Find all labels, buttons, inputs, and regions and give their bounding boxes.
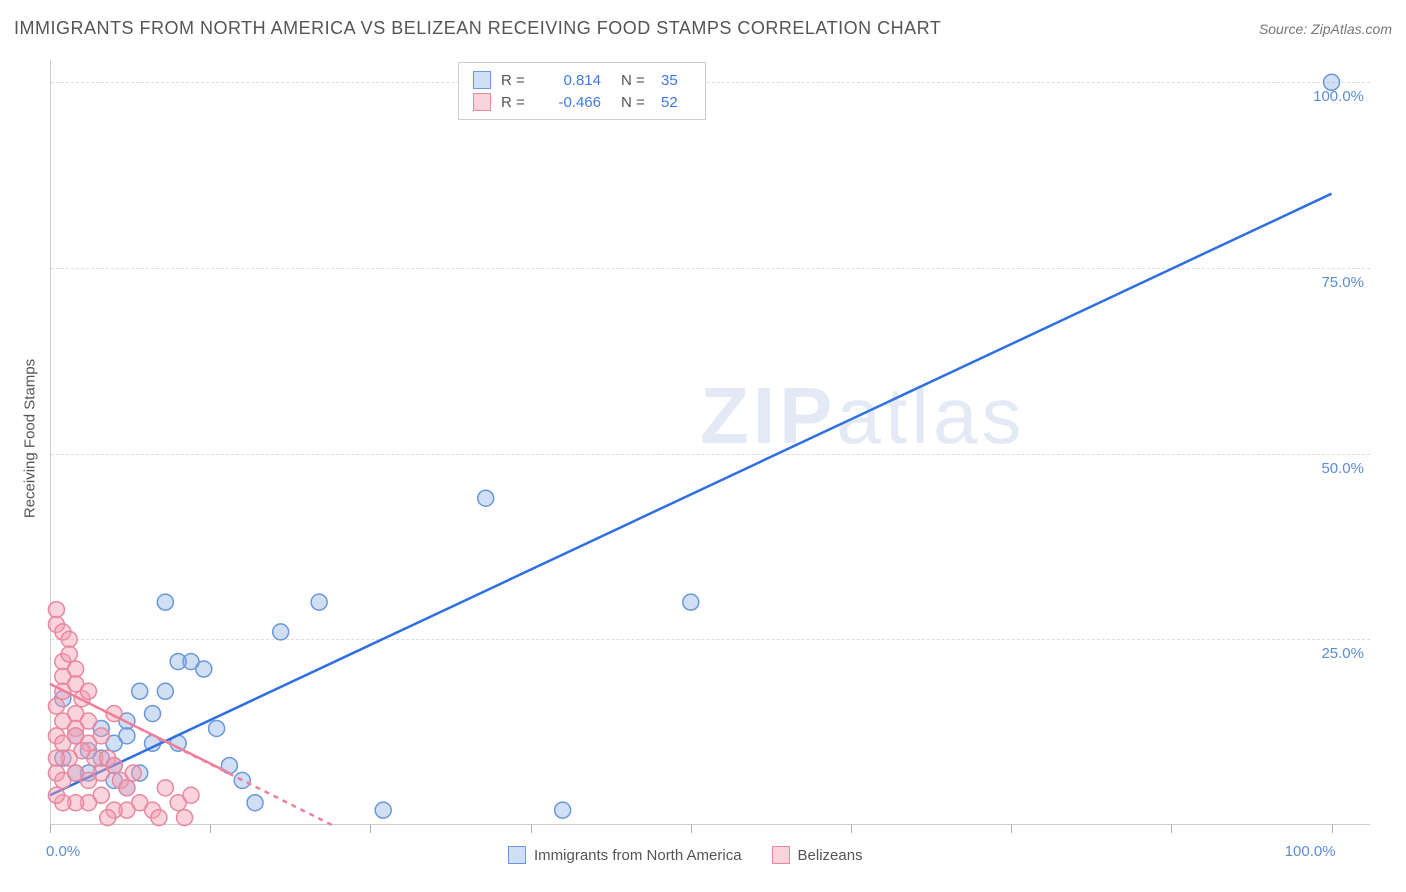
gridline	[51, 268, 1370, 269]
legend-r-label: R =	[501, 72, 531, 89]
legend-n-value: 35	[661, 72, 691, 89]
legend-n-label: N =	[621, 94, 651, 111]
x-tick	[370, 825, 371, 833]
legend-swatch	[473, 93, 491, 111]
x-tick	[691, 825, 692, 833]
series-legend-item: Immigrants from North America	[508, 846, 742, 864]
y-tick-label: 75.0%	[1321, 274, 1364, 291]
legend-n-value: 52	[661, 94, 691, 111]
legend-r-value: 0.814	[541, 72, 601, 89]
correlation-legend: R = 0.814 N = 35 R = -0.466 N = 52	[458, 62, 706, 120]
legend-row: R = -0.466 N = 52	[473, 91, 691, 113]
legend-swatch	[772, 846, 790, 864]
x-tick	[50, 825, 51, 833]
legend-row: R = 0.814 N = 35	[473, 69, 691, 91]
y-tick-label: 100.0%	[1313, 88, 1364, 105]
x-tick-label: 0.0%	[46, 843, 80, 860]
x-tick	[210, 825, 211, 833]
source-label: Source: ZipAtlas.com	[1259, 21, 1392, 37]
plot-area	[50, 60, 1370, 825]
x-tick	[1011, 825, 1012, 833]
series-name: Immigrants from North America	[534, 847, 742, 864]
y-axis-label: Receiving Food Stamps	[22, 339, 39, 539]
title-bar: IMMIGRANTS FROM NORTH AMERICA VS BELIZEA…	[14, 18, 1392, 39]
x-tick-label: 100.0%	[1285, 843, 1336, 860]
series-legend: Immigrants from North America Belizeans	[508, 846, 863, 864]
legend-r-value: -0.466	[541, 94, 601, 111]
chart-title: IMMIGRANTS FROM NORTH AMERICA VS BELIZEA…	[14, 18, 941, 39]
series-legend-item: Belizeans	[772, 846, 863, 864]
legend-r-label: R =	[501, 94, 531, 111]
gridline	[51, 639, 1370, 640]
gridline	[51, 82, 1370, 83]
x-tick	[1171, 825, 1172, 833]
x-tick	[851, 825, 852, 833]
series-name: Belizeans	[798, 847, 863, 864]
legend-swatch	[473, 71, 491, 89]
legend-swatch	[508, 846, 526, 864]
y-tick-label: 25.0%	[1321, 645, 1364, 662]
x-tick	[531, 825, 532, 833]
gridline	[51, 454, 1370, 455]
x-tick	[1332, 825, 1333, 833]
y-tick-label: 50.0%	[1321, 460, 1364, 477]
legend-n-label: N =	[621, 72, 651, 89]
